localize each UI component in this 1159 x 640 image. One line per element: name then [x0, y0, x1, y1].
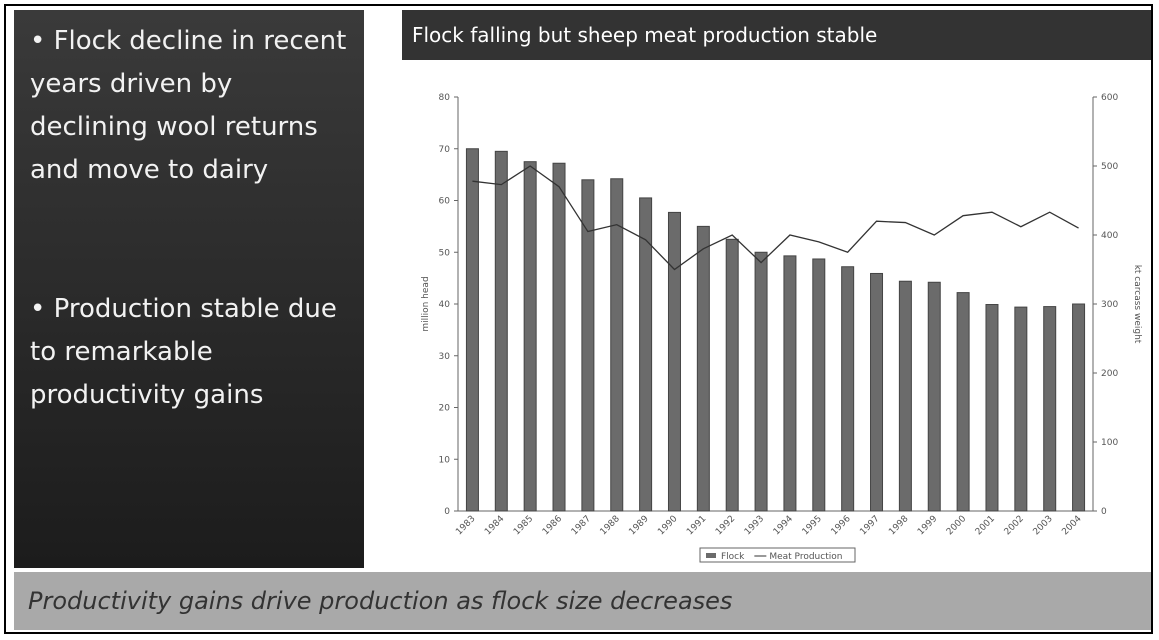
bullet-panel: • Flock decline in recent years driven b… [14, 10, 364, 568]
bar [870, 272, 884, 512]
legend-label: Meat Production [769, 552, 842, 562]
x-tick-label: 1992 [714, 514, 737, 537]
bar [552, 162, 566, 512]
y2-tick-label: 600 [1101, 93, 1118, 103]
y2-tick-label: 200 [1101, 369, 1118, 379]
y-axis-label: million head [421, 276, 431, 331]
footer: Productivity gains drive production as f… [14, 572, 1151, 630]
x-tick-label: 1997 [858, 514, 881, 537]
chart-title: Flock falling but sheep meat production … [412, 23, 878, 47]
bar [667, 211, 681, 512]
legend-swatch [706, 553, 716, 558]
x-tick-label: 1995 [801, 514, 824, 537]
bullet: • Flock decline in recent years driven b… [30, 26, 347, 185]
x-tick-label: 1985 [512, 514, 535, 537]
bar [841, 266, 855, 512]
y-tick-label: 20 [439, 404, 451, 414]
x-tick-label: 1987 [570, 514, 593, 537]
y-tick-label: 50 [439, 248, 451, 258]
bullet: • Production stable due to remarkable pr… [30, 294, 337, 410]
x-tick-label: 1989 [627, 514, 650, 537]
bar [696, 225, 710, 512]
bar [985, 304, 999, 512]
bar [812, 258, 826, 512]
y-tick-label: 40 [439, 300, 451, 310]
bar [754, 251, 768, 512]
y-tick-label: 10 [439, 455, 451, 465]
y-tick-label: 70 [439, 145, 451, 155]
x-tick-label: 1994 [772, 514, 795, 537]
bar [1014, 306, 1028, 512]
bar [1043, 306, 1057, 512]
bar [639, 197, 653, 512]
x-tick-label: 2000 [945, 514, 968, 537]
x-tick-label: 1993 [743, 514, 766, 537]
x-tick-label: 2002 [1003, 514, 1026, 537]
x-tick-label: 1984 [483, 514, 506, 537]
bar [725, 238, 739, 512]
x-tick-label: 1998 [887, 514, 910, 537]
bar [1072, 303, 1086, 512]
bar [610, 178, 624, 512]
x-tick-label: 1999 [916, 514, 939, 537]
y-tick-label: 80 [439, 93, 451, 103]
y2-tick-label: 400 [1101, 231, 1118, 241]
y2-tick-label: 100 [1101, 438, 1118, 448]
bar [898, 280, 912, 512]
bar [783, 255, 797, 512]
x-tick-label: 1996 [830, 514, 853, 537]
bar [956, 292, 970, 512]
y2-tick-label: 500 [1101, 162, 1118, 172]
x-tick-label: 1990 [656, 514, 679, 537]
y2-tick-label: 300 [1101, 300, 1118, 310]
y2-axis-label: kt carcass weight [1132, 265, 1142, 344]
footer-text: Productivity gains drive production as f… [28, 587, 733, 615]
x-tick-label: 2003 [1032, 514, 1055, 537]
x-tick-label: 2001 [974, 514, 997, 537]
y2-tick-label: 0 [1101, 507, 1107, 517]
x-tick-label: 1983 [454, 514, 477, 537]
x-tick-label: 2004 [1060, 514, 1083, 537]
y-tick-label: 30 [439, 352, 451, 362]
y-tick-label: 60 [439, 197, 451, 207]
bar [581, 179, 595, 512]
y-tick-label: 0 [444, 507, 450, 517]
legend-label: Flock [721, 552, 745, 562]
x-tick-label: 1991 [685, 514, 708, 537]
x-tick-label: 1988 [599, 514, 622, 537]
bar [927, 281, 941, 512]
bar [465, 148, 479, 512]
bar [494, 150, 508, 512]
line [472, 165, 1079, 271]
x-tick-label: 1986 [541, 514, 564, 537]
legend-box [699, 547, 856, 563]
bar [523, 161, 537, 512]
title-bar: Flock falling but sheep meat production … [402, 10, 1151, 60]
